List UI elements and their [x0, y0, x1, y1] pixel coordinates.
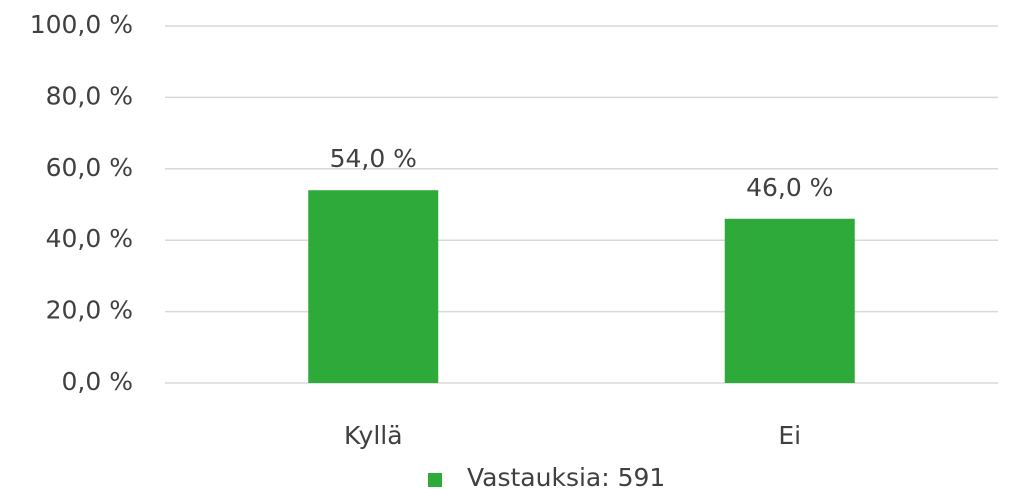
y-tick-label: 20,0 %	[46, 296, 133, 325]
bar	[724, 218, 855, 383]
y-tick-label: 80,0 %	[46, 81, 133, 110]
legend-label: Vastauksia: 591	[467, 463, 665, 489]
x-tick-label: Kyllä	[344, 421, 403, 450]
x-tick-label: Ei	[778, 421, 801, 450]
data-label: 46,0 %	[746, 173, 833, 202]
y-tick-label: 40,0 %	[46, 224, 133, 253]
y-tick-label: 60,0 %	[46, 153, 133, 182]
bar	[308, 190, 439, 383]
legend-swatch	[428, 473, 442, 487]
y-tick-label: 100,0 %	[30, 10, 133, 39]
y-tick-label: 0,0 %	[62, 367, 133, 396]
data-label: 54,0 %	[330, 144, 417, 173]
